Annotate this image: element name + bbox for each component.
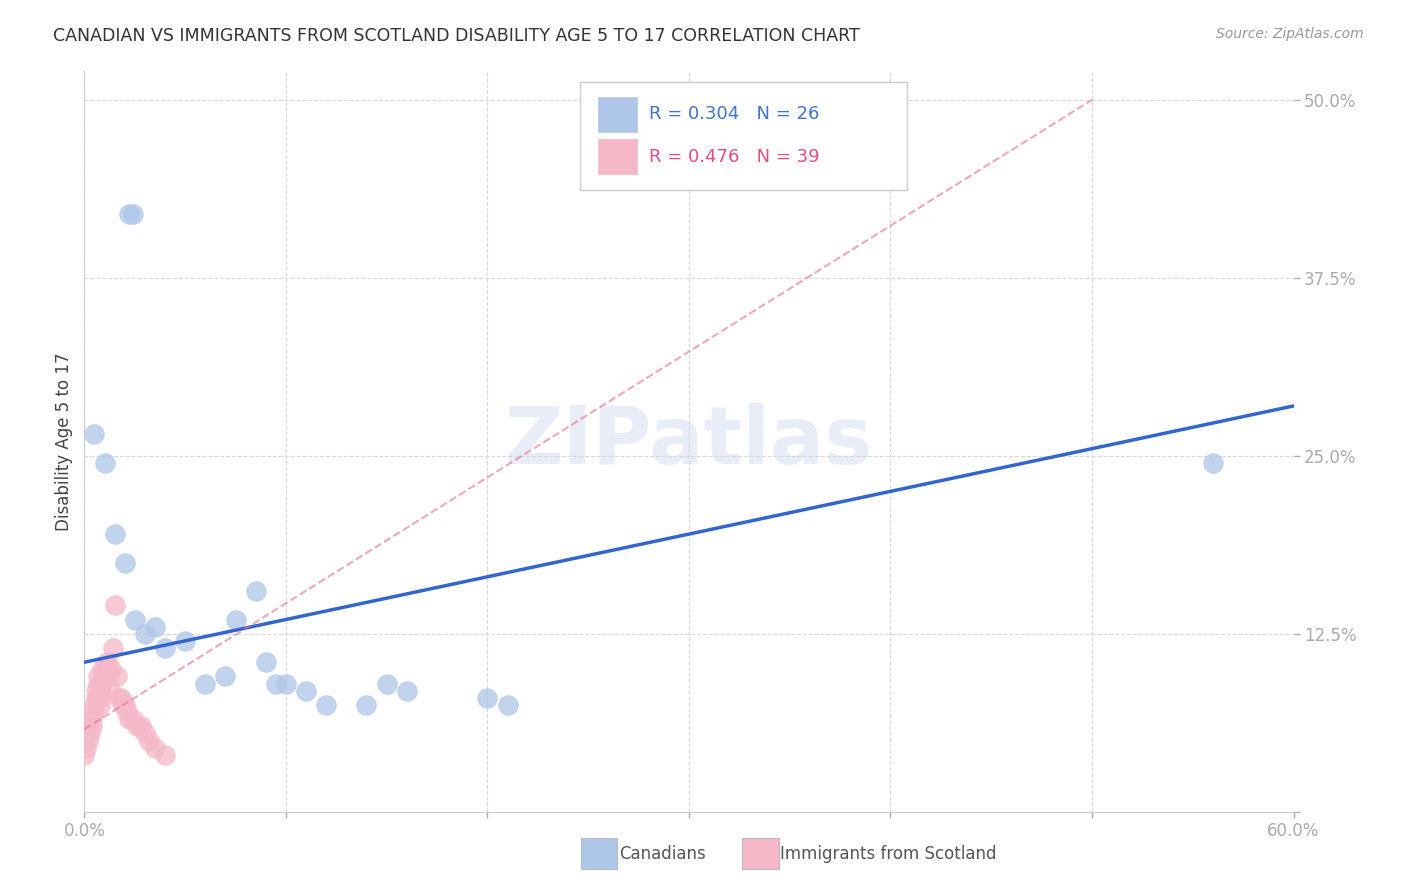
Point (87, 669, 110, 683)
Point (274, 676, 297, 690)
Point (121, 712, 143, 726)
Point (86, 683, 108, 698)
Point (104, 527, 127, 541)
Text: CANADIAN VS IMMIGRANTS FROM SCOTLAND DISABILITY AGE 5 TO 17 CORRELATION CHART: CANADIAN VS IMMIGRANTS FROM SCOTLAND DIS… (53, 27, 860, 45)
Point (83, 698, 105, 712)
Point (264, 676, 287, 690)
Text: ZIPatlas: ZIPatlas (505, 402, 873, 481)
FancyBboxPatch shape (599, 96, 637, 132)
FancyBboxPatch shape (581, 82, 907, 190)
Point (93, 662, 115, 676)
Point (118, 712, 141, 726)
Point (89, 683, 111, 698)
Point (129, 719, 152, 733)
Point (245, 584, 267, 599)
Point (75, 740, 97, 755)
Point (295, 683, 318, 698)
Point (114, 556, 136, 570)
Point (86, 690, 108, 705)
Point (153, 640, 176, 655)
Point (174, 633, 197, 648)
Point (138, 733, 160, 747)
Point (91, 676, 114, 690)
Point (143, 740, 166, 755)
Point (111, 698, 134, 712)
Text: R = 0.304   N = 26: R = 0.304 N = 26 (650, 104, 820, 122)
Point (124, 613, 146, 627)
Point (104, 599, 127, 613)
Point (125, 719, 148, 733)
Point (225, 613, 247, 627)
Point (82, 712, 104, 726)
Point (110, 690, 132, 705)
Point (97, 669, 120, 683)
Point (114, 698, 136, 712)
Text: Immigrants from Scotland: Immigrants from Scotland (780, 845, 997, 863)
Point (89, 698, 111, 712)
Point (134, 626, 156, 640)
Point (77, 733, 100, 747)
Point (194, 676, 217, 690)
Point (115, 705, 138, 719)
Point (101, 640, 124, 655)
Point (100, 683, 122, 698)
Point (91, 662, 114, 676)
FancyBboxPatch shape (599, 139, 637, 174)
Point (100, 662, 122, 676)
Point (79, 726, 101, 740)
Point (214, 669, 236, 683)
Point (118, 207, 141, 221)
Text: Source: ZipAtlas.com: Source: ZipAtlas.com (1216, 27, 1364, 41)
Text: Canadians: Canadians (619, 845, 706, 863)
Point (121, 207, 143, 221)
Point (107, 690, 129, 705)
Point (96, 655, 118, 669)
Point (105, 669, 128, 683)
Point (134, 726, 156, 740)
Point (89, 690, 111, 705)
Point (83, 427, 105, 442)
Y-axis label: Disability Age 5 to 17: Disability Age 5 to 17 (55, 352, 73, 531)
Point (356, 698, 378, 712)
Point (73, 747, 96, 762)
Point (375, 676, 398, 690)
Point (82, 719, 104, 733)
Point (93, 456, 115, 470)
Point (1202, 456, 1225, 470)
Point (477, 690, 499, 705)
Point (93, 669, 115, 683)
Point (315, 698, 337, 712)
Point (143, 619, 166, 633)
Point (496, 698, 519, 712)
Point (153, 747, 176, 762)
Point (395, 683, 418, 698)
Text: R = 0.476   N = 39: R = 0.476 N = 39 (650, 147, 820, 166)
Point (87, 676, 110, 690)
Point (254, 655, 277, 669)
Point (83, 705, 105, 719)
